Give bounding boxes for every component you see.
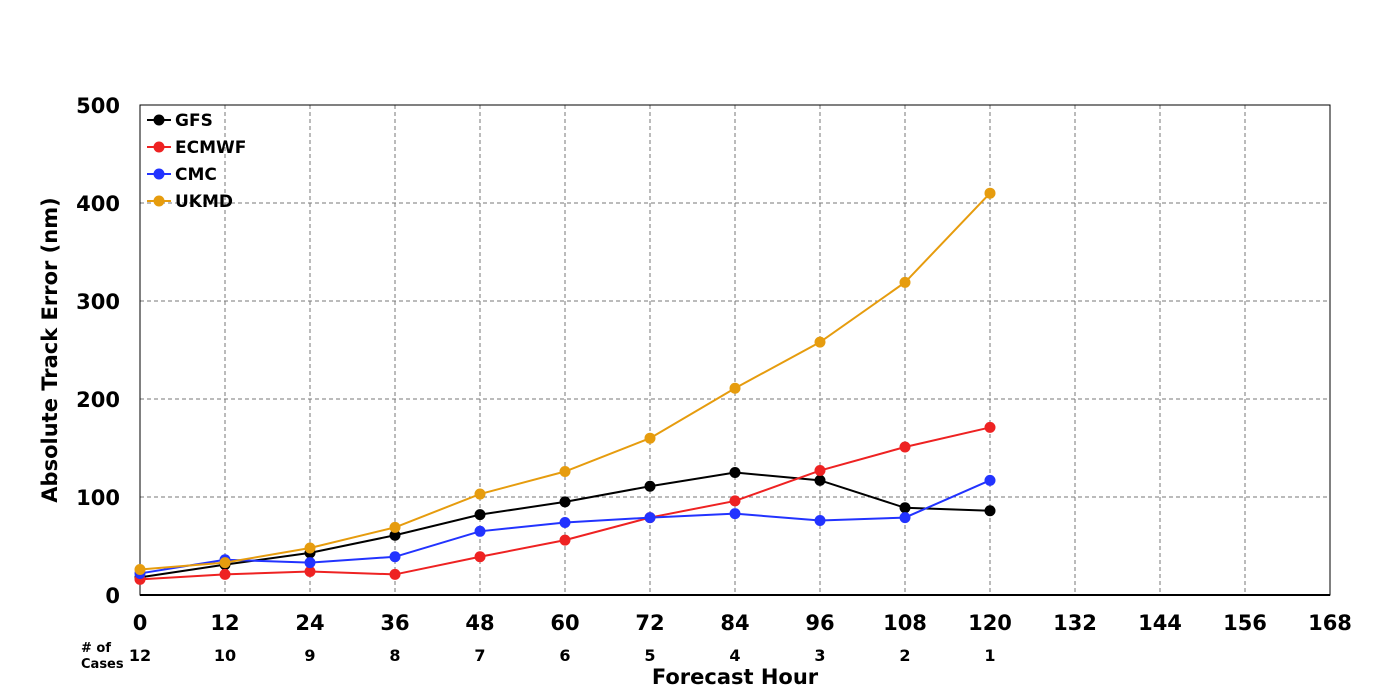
data-point-cmc xyxy=(644,512,656,524)
data-point-gfs xyxy=(899,502,911,514)
data-point-gfs xyxy=(984,505,996,517)
y-tick-label: 300 xyxy=(76,290,120,314)
x-axis-ticks: 0 12 24 36 48 60 72 84 96 108 120 132 144 156 168 xyxy=(133,611,1352,635)
data-point-cmc xyxy=(304,557,316,569)
cases-count-label: 4 xyxy=(729,646,740,665)
cases-title-line2: Cases xyxy=(81,657,124,672)
data-point-ukmd xyxy=(219,557,231,569)
x-tick-label: 36 xyxy=(380,611,409,635)
cases-count-label: 5 xyxy=(644,646,655,665)
x-tick-label: 168 xyxy=(1308,611,1352,635)
y-axis-title: Absolute Track Error (nm) xyxy=(38,197,62,502)
series-layer xyxy=(134,187,996,585)
x-tick-label: 72 xyxy=(635,611,664,635)
cases-count-label: 6 xyxy=(559,646,570,665)
data-point-ukmd xyxy=(729,382,741,394)
data-point-ukmd xyxy=(899,276,911,288)
data-point-cmc xyxy=(559,516,571,528)
data-point-cmc xyxy=(984,474,996,486)
legend-label-ecmwf: ECMWF xyxy=(175,138,246,158)
cases-count-label: 3 xyxy=(814,646,825,665)
x-tick-label: 144 xyxy=(1138,611,1182,635)
data-point-cmc xyxy=(899,512,911,524)
cases-count-label: 9 xyxy=(304,646,315,665)
data-point-ukmd xyxy=(559,466,571,478)
data-point-ukmd xyxy=(304,542,316,554)
series-ukmd xyxy=(134,187,996,576)
data-point-ukmd xyxy=(814,336,826,348)
data-point-ecmwf xyxy=(899,441,911,453)
legend-label-gfs: GFS xyxy=(175,111,213,131)
data-point-ecmwf xyxy=(984,421,996,433)
x-tick-label: 156 xyxy=(1223,611,1267,635)
data-point-gfs xyxy=(559,496,571,508)
data-point-ecmwf xyxy=(729,495,741,507)
y-axis-ticks: 0 100 200 300 400 500 xyxy=(76,94,120,608)
y-tick-label: 200 xyxy=(76,388,120,412)
legend-marker-ukmd xyxy=(153,195,165,207)
data-point-cmc xyxy=(474,525,486,537)
cases-count-label: 2 xyxy=(899,646,910,665)
cases-count-label: 8 xyxy=(389,646,400,665)
data-point-gfs xyxy=(729,467,741,478)
data-point-cmc xyxy=(729,508,741,520)
cases-count-label: 10 xyxy=(214,646,236,665)
x-tick-label: 108 xyxy=(883,611,927,635)
legend-item-ecmwf: ECMWF xyxy=(147,138,246,158)
x-tick-label: 0 xyxy=(133,611,148,635)
x-tick-label: 84 xyxy=(720,611,749,635)
data-point-ukmd xyxy=(644,432,656,444)
data-point-gfs xyxy=(389,529,401,541)
y-tick-label: 100 xyxy=(76,486,120,510)
cases-count-label: 7 xyxy=(474,646,485,665)
x-tick-label: 60 xyxy=(550,611,579,635)
data-point-ecmwf xyxy=(389,568,401,580)
x-tick-label: 120 xyxy=(968,611,1012,635)
legend-label-cmc: CMC xyxy=(175,165,217,185)
data-point-ecmwf xyxy=(559,534,571,546)
x-tick-label: 12 xyxy=(210,611,239,635)
cases-count-label: 12 xyxy=(129,646,151,665)
x-tick-label: 48 xyxy=(465,611,494,635)
data-point-ukmd xyxy=(984,187,996,199)
legend-marker-gfs xyxy=(153,114,165,126)
legend-item-gfs: GFS xyxy=(147,111,213,131)
data-point-cmc xyxy=(389,551,401,563)
data-point-ecmwf xyxy=(474,551,486,563)
data-point-ukmd xyxy=(389,521,401,533)
x-axis-title: Forecast Hour xyxy=(652,665,819,689)
data-point-cmc xyxy=(814,515,826,527)
legend-item-cmc: CMC xyxy=(147,165,217,185)
x-tick-label: 132 xyxy=(1053,611,1097,635)
legend-marker-cmc xyxy=(153,168,165,180)
data-point-ukmd xyxy=(474,488,486,500)
data-point-ecmwf xyxy=(304,565,316,577)
x-tick-label: 24 xyxy=(295,611,324,635)
legend-label-ukmd: UKMD xyxy=(175,192,233,212)
data-point-ecmwf xyxy=(814,465,826,477)
y-tick-label: 400 xyxy=(76,192,120,216)
data-point-gfs xyxy=(814,474,826,486)
y-tick-label: 500 xyxy=(76,94,120,118)
data-point-ukmd xyxy=(134,564,146,576)
data-point-ecmwf xyxy=(219,568,231,580)
legend-item-ukmd: UKMD xyxy=(147,192,233,212)
x-tick-label: 96 xyxy=(805,611,834,635)
cases-count-label: 1 xyxy=(984,646,995,665)
legend-marker-ecmwf xyxy=(153,141,165,153)
cases-title-line1: # of xyxy=(81,641,111,656)
legend: GFS ECMWF CMC UKMD xyxy=(147,111,246,212)
data-point-gfs xyxy=(644,480,656,492)
data-point-gfs xyxy=(474,509,486,521)
y-tick-label: 0 xyxy=(105,584,120,608)
